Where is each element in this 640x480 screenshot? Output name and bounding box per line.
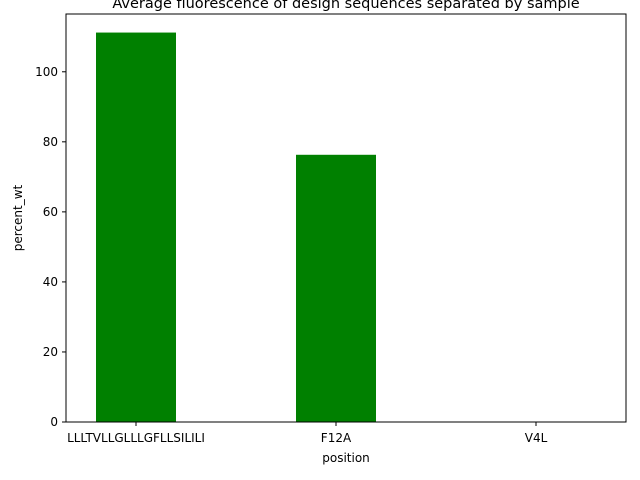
y-axis-label: percent_wt [11,184,25,251]
x-axis-label: position [322,451,370,465]
y-axis-ticks: 0 20 40 60 80 100 [35,65,66,429]
y-tick-label-3: 60 [43,205,58,219]
chart-title: Average fluorescence of design sequences… [112,0,579,12]
bars-group [96,32,376,423]
x-tick-label-1: F12A [321,431,352,445]
y-tick-label-2: 40 [43,275,58,289]
bar-0 [96,32,176,423]
y-tick-label-5: 100 [35,65,58,79]
bar-1 [296,154,376,423]
y-tick-label-1: 20 [43,345,58,359]
plot-frame [65,13,627,423]
x-axis-ticks: LLLTVLLGLLLGFLLSILILI F12A V4L [67,422,548,445]
y-tick-label-4: 80 [43,135,58,149]
x-tick-label-2: V4L [525,431,548,445]
y-tick-label-0: 0 [50,415,58,429]
x-tick-label-0: LLLTVLLGLLLGFLLSILILI [67,431,205,445]
